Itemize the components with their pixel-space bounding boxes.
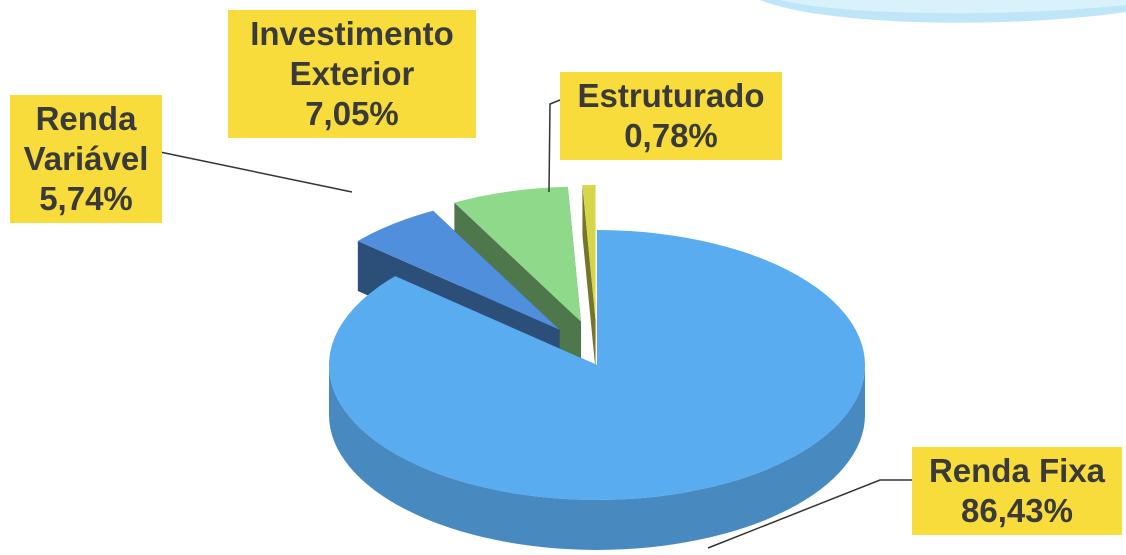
category-label: Renda Variável [23, 100, 149, 177]
value-label: 86,43% [961, 492, 1073, 529]
slice-cut-face [582, 185, 596, 371]
category-label: Investimento Exterior [250, 15, 454, 92]
value-label: 0,78% [624, 117, 718, 154]
pie-slice [582, 185, 596, 371]
slice-side [329, 365, 865, 550]
value-label: 7,05% [305, 95, 399, 132]
pie-slice [329, 230, 866, 550]
slice-label: Investimento Exterior 7,05% [228, 10, 476, 138]
slice-top [357, 210, 560, 330]
slice-top [329, 230, 866, 500]
slice-label: Renda Fixa 86,43% [912, 447, 1122, 535]
slice-label: Renda Variável 5,74% [10, 95, 162, 223]
leader-line [159, 151, 353, 193]
value-label: 5,74% [39, 180, 133, 217]
slice-top [582, 185, 596, 321]
leader-line [548, 99, 561, 193]
slice-top [454, 186, 581, 322]
category-label: Estruturado [577, 77, 765, 114]
slice-label: Estruturado 0,78% [560, 72, 782, 160]
leader-line [707, 479, 915, 549]
decoration [780, 0, 1126, 14]
category-label: Renda Fixa [928, 452, 1106, 489]
